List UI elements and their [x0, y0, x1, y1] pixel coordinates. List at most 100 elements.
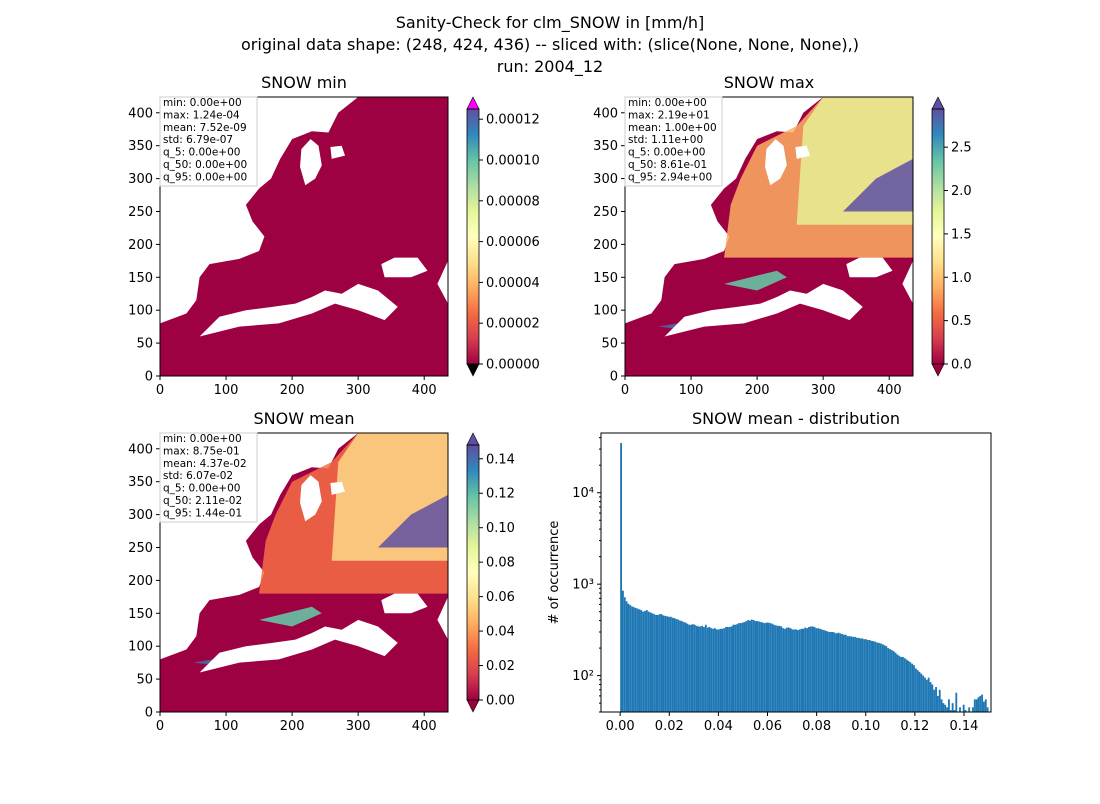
y-tick-label: 50 [136, 673, 153, 688]
stats-line: min: 0.00e+00 [163, 433, 242, 445]
stats-box [159, 432, 258, 523]
sea-area-2 [300, 139, 322, 186]
histogram-bar [894, 652, 897, 712]
histogram-bar [704, 624, 707, 712]
histogram-bar [747, 620, 750, 712]
histogram-bar [640, 610, 643, 712]
histogram-bar [800, 628, 803, 712]
colorbar-extend-top [931, 96, 945, 110]
histogram-bar [680, 621, 683, 712]
y-axis-label: # of occurrence [547, 521, 562, 625]
histogram-bar [857, 637, 860, 712]
histogram-bar [793, 629, 796, 712]
y-tick-label: 400 [128, 442, 153, 457]
colorbar-tick-label: 0.06 [486, 590, 515, 605]
histogram-bar [732, 624, 735, 712]
y-tick-label: 250 [128, 205, 153, 220]
histogram-bar [664, 615, 667, 712]
y-tick-label: 0 [610, 370, 618, 385]
histogram-bar [986, 707, 989, 712]
histogram-bar [730, 626, 733, 712]
histogram-bar [887, 648, 890, 712]
colorbar-tick-label: 0.00002 [486, 317, 540, 332]
x-tick-label: 400 [412, 719, 437, 734]
sea-area-2 [300, 475, 322, 522]
histogram-bar [634, 607, 637, 712]
histogram-bar [817, 628, 820, 712]
stats-line: q_50: 0.00e+00 [163, 159, 247, 171]
stats-line: mean: 4.37e-02 [163, 458, 247, 470]
stats-line: mean: 7.52e-09 [163, 122, 247, 134]
histogram-bar [903, 658, 906, 712]
x-tick-label: 300 [811, 383, 836, 398]
histogram-bar [843, 634, 845, 712]
histogram-bar [872, 641, 875, 712]
histogram-bar [636, 608, 639, 712]
x-tick-label: 200 [280, 383, 305, 398]
histogram-bar [898, 655, 901, 712]
histogram-bar [767, 622, 770, 712]
histogram-bar [905, 659, 908, 712]
histogram-bar [622, 590, 624, 712]
stats-line: q_5: 0.00e+00 [628, 147, 705, 159]
histogram-bar [688, 624, 691, 712]
colorbar-extend-bottom [466, 699, 480, 713]
histogram-bar [693, 624, 696, 712]
sea-area-0 [199, 619, 398, 673]
y-tick-label: 10² [572, 669, 594, 684]
histogram-bar [984, 699, 987, 712]
colorbar-extend-bottom [931, 363, 945, 377]
histogram-bar [749, 620, 751, 712]
x-tick-label: 400 [877, 383, 902, 398]
histogram-bar [714, 628, 716, 712]
y-tick-label: 200 [128, 574, 153, 589]
map-field [625, 97, 913, 376]
x-tick-label: 0.04 [704, 719, 733, 734]
histogram-bar [942, 703, 945, 712]
x-tick-label: 0.12 [900, 719, 929, 734]
x-tick-label: 0.06 [753, 719, 782, 734]
colorbar-frame [931, 108, 945, 365]
panel-snow-max: 0 100 200 300 400 0 50 100 150 200 250 300 350 400 min… [593, 96, 972, 398]
figure-title-line-3: run: 2004_12 [497, 57, 603, 77]
histogram-bar [699, 626, 702, 712]
histogram-bar [878, 642, 880, 712]
x-tick-label: 100 [214, 383, 239, 398]
sea-area-0 [199, 283, 398, 337]
sea-area-1 [381, 257, 428, 278]
y-tick-label: 0 [145, 706, 153, 721]
hist-axes-frame [600, 432, 992, 713]
x-tick-label: 300 [346, 383, 371, 398]
y-tick-label: 400 [128, 106, 153, 121]
histogram-bar [642, 611, 645, 712]
stats-line: std: 6.07e-02 [163, 470, 233, 482]
histogram-bar [723, 628, 726, 712]
histogram-bar [726, 627, 729, 712]
histogram-bar [936, 695, 939, 712]
histogram-bar [655, 615, 657, 712]
histogram-bar [925, 679, 928, 712]
x-tick-label: 0 [621, 383, 629, 398]
histogram-bar [874, 641, 877, 712]
histogram-bar [955, 692, 958, 712]
colorbar-extend-bottom [466, 363, 480, 377]
colorbar-extend-top [466, 432, 480, 446]
histogram-bar [620, 442, 622, 712]
histogram-bar [760, 622, 762, 712]
colorbar-tick-label: 0.10 [486, 521, 515, 536]
histogram-bar [710, 628, 713, 712]
colorbar-tick-label: 0.12 [486, 487, 515, 502]
histogram-bar [959, 707, 961, 712]
y-tick-label: 300 [128, 172, 153, 187]
histogram-bar [808, 627, 810, 712]
panel-title-mean: SNOW mean [254, 409, 355, 428]
y-tick-label: 150 [128, 607, 153, 622]
histogram-bar [633, 607, 635, 712]
stats-line: min: 0.00e+00 [628, 97, 707, 109]
stats-line: q_5: 0.00e+00 [163, 147, 240, 159]
histogram-bar [798, 629, 801, 712]
histogram-bar [983, 701, 985, 712]
histogram-bar [822, 630, 825, 712]
histogram-bar [644, 610, 646, 712]
